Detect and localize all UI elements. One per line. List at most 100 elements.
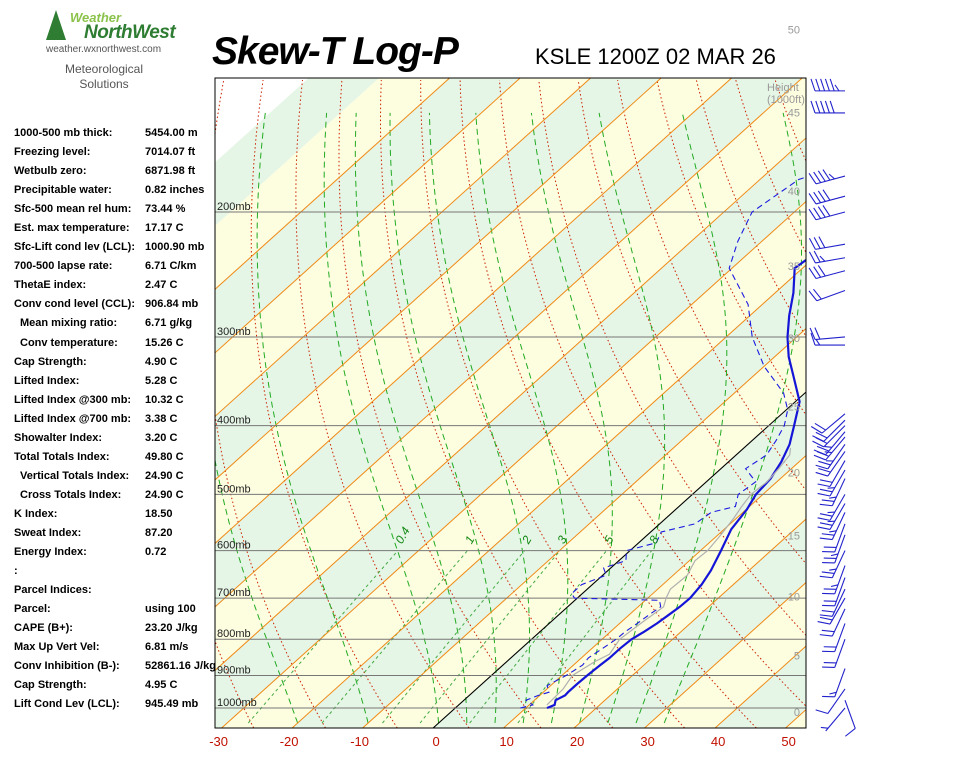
wind-barb-feather bbox=[808, 237, 816, 250]
wind-barb-feather bbox=[820, 726, 829, 729]
wind-barb-feather bbox=[808, 251, 816, 264]
wind-barb-feather bbox=[817, 206, 826, 218]
index-value: 3.20 C bbox=[145, 431, 178, 444]
height-tick-label: 10 bbox=[788, 592, 800, 604]
height-axis-title: (1000ft) bbox=[767, 94, 805, 106]
wind-barb-feather bbox=[819, 614, 833, 617]
wind-barb-feather bbox=[815, 437, 828, 444]
sounding-profiles bbox=[520, 176, 806, 710]
wind-barb-feather bbox=[817, 526, 831, 531]
wind-barb bbox=[808, 250, 846, 264]
index-value: 1000.90 mb bbox=[145, 241, 205, 254]
index-row: 1000-500 mb thick: 5454.00 m bbox=[14, 127, 214, 146]
wind-barb-staff bbox=[827, 443, 846, 470]
height-tick-label: 50 bbox=[788, 25, 800, 37]
wind-barb-staff bbox=[834, 623, 846, 652]
wind-barb-feather bbox=[813, 171, 822, 183]
index-value: 49.80 C bbox=[145, 450, 184, 463]
index-row: Parcel Indices: bbox=[14, 584, 214, 603]
wind-barb bbox=[819, 588, 846, 617]
wind-barb-staff bbox=[815, 270, 846, 280]
index-row: Sfc-500 mean rel hum: 73.44 % bbox=[14, 203, 214, 222]
wind-barb-feather bbox=[815, 464, 828, 470]
wind-barb-feather bbox=[829, 100, 835, 114]
index-label: Energy Index: bbox=[14, 546, 87, 559]
wind-barb-feather bbox=[817, 492, 831, 497]
wind-barb-feather bbox=[821, 499, 835, 502]
index-label: Lifted Index @700 mb: bbox=[14, 412, 132, 425]
index-value: 7014.07 ft bbox=[145, 146, 196, 159]
pressure-lines bbox=[215, 211, 806, 709]
index-label: Conv cond level (CCL): bbox=[14, 298, 136, 311]
index-label: Lifted Index: bbox=[14, 374, 80, 387]
index-label: : bbox=[14, 565, 18, 578]
height-tick-label: 25 bbox=[788, 402, 800, 414]
wind-barb-staff bbox=[825, 707, 846, 732]
index-label: ThetaE index: bbox=[14, 279, 87, 292]
index-value: 6871.98 ft bbox=[145, 165, 196, 178]
moist-adiabat bbox=[475, 112, 569, 724]
wind-barb bbox=[822, 668, 846, 698]
wind-barb-staff bbox=[825, 431, 846, 456]
wind-barb-feather bbox=[819, 522, 833, 526]
x-tick-label: 20 bbox=[570, 734, 584, 749]
index-value: using 100 bbox=[145, 603, 196, 616]
index-value: 87.20 bbox=[145, 526, 173, 539]
dry-adiabat bbox=[295, 79, 470, 728]
dry-adiabat bbox=[815, 80, 960, 728]
stability-indices-panel: 1000-500 mb thick: 5454.00 m Freezing leve… bbox=[14, 127, 216, 717]
wind-barb-staff bbox=[829, 494, 846, 521]
wind-barb bbox=[817, 494, 846, 521]
isotherm-line bbox=[291, 264, 806, 728]
index-label: Est. max temperature: bbox=[14, 222, 130, 235]
isotherm-band bbox=[215, 78, 806, 671]
wind-barb bbox=[822, 623, 846, 653]
index-label: Lift Cond Lev (LCL): bbox=[14, 698, 120, 711]
height-tick-label: 40 bbox=[788, 186, 800, 198]
wind-barb-staff bbox=[834, 577, 846, 606]
wind-barb-feather bbox=[810, 332, 816, 346]
index-value: 6.71 C/km bbox=[145, 260, 197, 273]
index-label: Sfc-Lift cond lev (LCL): bbox=[14, 241, 135, 254]
wind-barb-feather bbox=[817, 517, 831, 521]
wind-barb-feather bbox=[819, 255, 826, 262]
dry-adiabat bbox=[695, 79, 806, 338]
wind-barb bbox=[817, 460, 846, 488]
tree-icon bbox=[46, 10, 66, 40]
wind-barb-feather bbox=[824, 446, 832, 448]
dry-adiabat bbox=[380, 79, 614, 728]
wind-barb bbox=[822, 577, 846, 607]
wind-barb-feather bbox=[815, 100, 821, 114]
wind-barb bbox=[822, 523, 846, 553]
wind-barb-feather bbox=[815, 471, 828, 477]
wind-barb bbox=[810, 78, 845, 92]
index-row: Precipitable water: 0.82 inches bbox=[14, 184, 214, 203]
wind-barb-feather bbox=[814, 422, 826, 431]
index-label: Max Up Vert Vel: bbox=[14, 641, 100, 654]
wind-barb-feather bbox=[821, 609, 835, 613]
index-value: 945.49 mb bbox=[145, 698, 199, 711]
wind-barb-feather bbox=[819, 503, 833, 507]
wind-barb-feather bbox=[818, 236, 826, 248]
index-row: Freezing level: 7014.07 ft bbox=[14, 146, 214, 165]
logo-subtitle-1: Meteorological bbox=[64, 62, 144, 76]
wind-barb-staff bbox=[827, 451, 846, 477]
wind-barb-feather bbox=[819, 616, 833, 621]
moist-adiabat bbox=[354, 112, 468, 723]
index-value: 18.50 bbox=[145, 507, 173, 520]
wind-barb-staff bbox=[815, 243, 846, 250]
wind-barb bbox=[820, 707, 846, 732]
isotherm-line bbox=[221, 200, 806, 728]
index-value: 5.28 C bbox=[145, 374, 178, 387]
pressure-label: 300mb bbox=[217, 326, 251, 338]
index-row: Cap Strength: 4.90 C bbox=[14, 356, 214, 375]
series-parcel bbox=[546, 447, 792, 706]
index-value: 15.26 C bbox=[145, 336, 184, 349]
wind-barb bbox=[808, 189, 846, 205]
index-value: 0.72 bbox=[145, 546, 167, 559]
wind-barb-staff bbox=[831, 478, 846, 506]
wind-barb-feather bbox=[829, 496, 837, 499]
wind-barb-feather bbox=[829, 691, 837, 695]
index-value: 2.47 C bbox=[145, 279, 178, 292]
isotherm-line bbox=[215, 78, 591, 418]
